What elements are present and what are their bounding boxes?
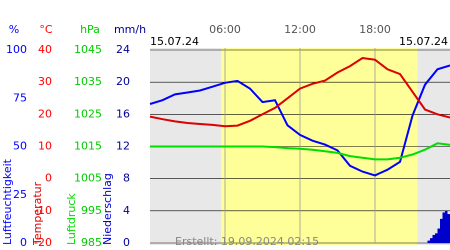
x-tick-label: 06:00 [209,23,241,36]
y-tick-label: 4 [123,204,130,217]
axis-unit: °C [39,23,53,36]
series-line [150,142,450,161]
y-tick-label: 1015 [74,140,102,153]
y-tick-label: 50 [13,140,27,153]
y-tick-label: 10 [38,140,52,153]
y-tick-label: 30 [38,75,52,88]
axis-title: Niederschlag [101,173,114,245]
y-tick-label: 40 [38,43,52,56]
y-tick-label: 12 [116,140,130,153]
axis-title: Luftdruck [65,193,78,245]
precip-bar [445,210,448,243]
precip-bar [447,214,450,243]
y-tick-label: 100 [6,43,27,56]
x-tick-label: 12:00 [284,23,316,36]
y-tick-label: 25 [13,188,27,201]
series-line [149,64,450,177]
precip-bar [440,218,443,243]
precip-bar [427,240,430,243]
y-tick-label: 8 [123,172,130,185]
y-tick-label: 1005 [74,172,102,185]
precip-bar [432,234,435,243]
footer: Erstellt: 19.09.2024 02:15 [175,235,319,248]
axis-unit: % [9,23,19,36]
y-tick-label: 20 [38,107,52,120]
y-tick-label: 20 [116,75,130,88]
y-tick-label: 1025 [74,107,102,120]
y-tick-label: 0 [123,236,130,249]
y-tick-label: 1045 [74,43,102,56]
y-tick-label: 995 [81,204,102,217]
y-tick-label: 0 [45,172,52,185]
axis-unit: hPa [80,23,100,36]
series-line [149,56,450,128]
date-right: 15.07.24 [399,35,448,48]
axis-title: Temperatur [31,181,44,246]
y-tick-label: 75 [13,91,27,104]
axis-unit: mm/h [114,23,146,36]
precip-bar [437,228,440,243]
y-tick-label: 24 [116,43,130,56]
precip-bar [442,212,445,243]
date-left: 15.07.24 [150,35,199,48]
y-tick-label: 985 [81,236,102,249]
y-tick-label: -20 [34,236,52,249]
precip-bar [435,233,438,243]
y-tick-label: 1035 [74,75,102,88]
precip-bar [430,238,433,243]
y-tick-label: 0 [20,236,27,249]
y-tick-label: 16 [116,107,130,120]
y-tick-label: -10 [34,204,52,217]
x-tick-label: 18:00 [359,23,391,36]
axis-title: Luftfeuchtigkeit [1,158,14,245]
